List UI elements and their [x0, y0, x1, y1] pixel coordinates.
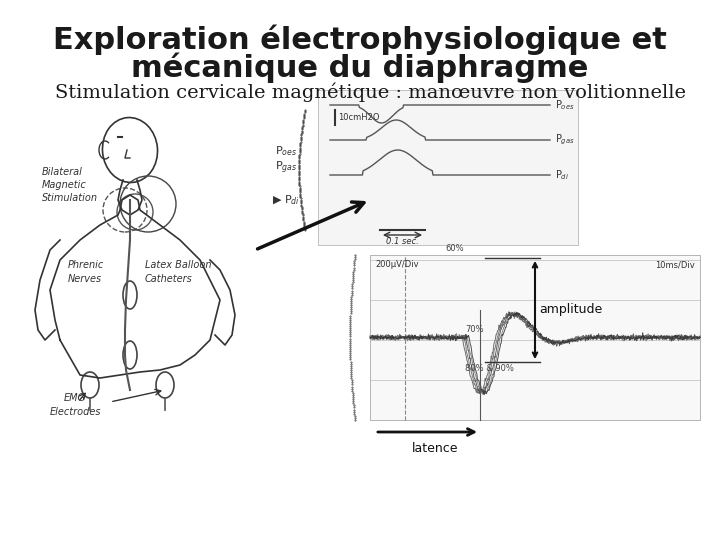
Text: P$_{oes}$
P$_{gas}$: P$_{oes}$ P$_{gas}$ [274, 144, 297, 176]
Text: Stimulation cervicale magnétique : manœuvre non volitionnelle: Stimulation cervicale magnétique : manœu… [55, 82, 686, 102]
FancyBboxPatch shape [318, 90, 578, 245]
Text: EMG
Electrodes: EMG Electrodes [49, 394, 101, 416]
Text: 70%: 70% [465, 325, 484, 334]
Text: latence: latence [412, 442, 458, 455]
Text: 10ms/Div: 10ms/Div [655, 260, 695, 269]
Text: Phrenic
Nerves: Phrenic Nerves [68, 260, 104, 284]
Text: 0.1 sec.: 0.1 sec. [386, 237, 418, 246]
Text: amplitude: amplitude [539, 303, 602, 316]
FancyBboxPatch shape [370, 255, 700, 420]
Text: Bilateral
Magnetic
Stimulation: Bilateral Magnetic Stimulation [42, 167, 98, 203]
Text: P$_{di}$: P$_{di}$ [555, 168, 570, 182]
Text: 200µV/Div: 200µV/Div [375, 260, 418, 269]
Text: Latex Balloon
Catheters: Latex Balloon Catheters [145, 260, 212, 284]
Text: P$_{oes}$: P$_{oes}$ [555, 98, 575, 112]
Text: 60%: 60% [445, 244, 464, 253]
Text: 80% & 90%: 80% & 90% [465, 364, 514, 373]
Text: P$_{gas}$: P$_{gas}$ [555, 133, 575, 147]
Text: 10cmH2O: 10cmH2O [338, 113, 379, 123]
Text: mécanique du diaphragme: mécanique du diaphragme [131, 53, 589, 83]
Text: Exploration électrophysiologique et: Exploration électrophysiologique et [53, 25, 667, 55]
Text: ▶ P$_{di}$: ▶ P$_{di}$ [272, 193, 300, 207]
